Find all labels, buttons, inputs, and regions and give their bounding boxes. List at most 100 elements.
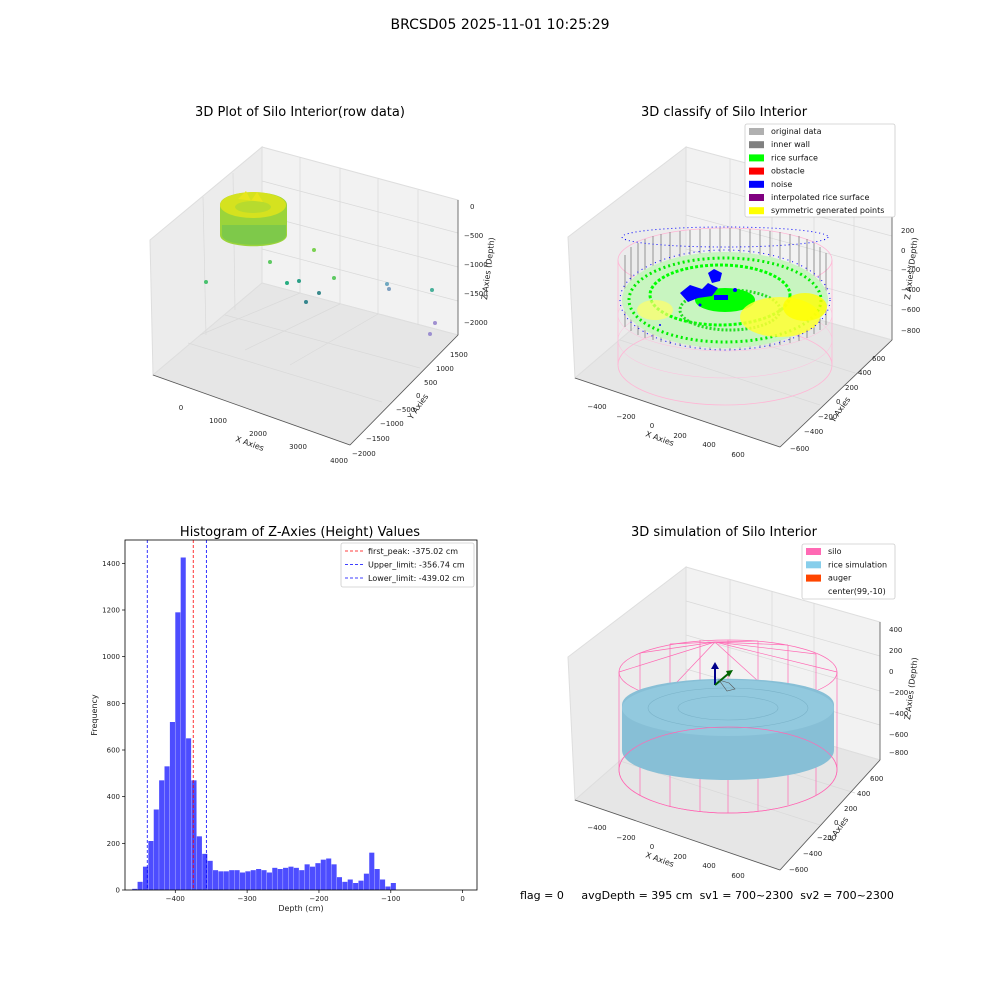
- x-tick-label: 4000: [330, 457, 348, 465]
- y-tick-label: −2000: [352, 450, 376, 458]
- x-tick-label: 600: [731, 872, 744, 880]
- histogram-bar: [202, 853, 208, 890]
- histogram-bar: [207, 860, 213, 890]
- y-tick-label: 800: [107, 700, 120, 708]
- y-tick-label: 0: [834, 819, 838, 827]
- histogram-bar: [304, 864, 310, 890]
- panel-simulation-3d: 3D simulation of Silo Interior −400 −200: [567, 525, 920, 880]
- histogram-bar: [320, 859, 326, 890]
- histogram-bar: [137, 881, 143, 890]
- z-tick-label: 200: [889, 647, 902, 655]
- auger-arrows: [711, 662, 736, 692]
- sv1-text: sv1 = 700~2300: [699, 889, 794, 902]
- legend-swatch: [749, 154, 764, 162]
- y-tick-label: −600: [790, 445, 809, 453]
- grid-lines: [187, 157, 459, 403]
- x-tick-label: 3000: [289, 443, 307, 451]
- legend-swatch: [749, 194, 764, 201]
- histogram-bar: [331, 864, 337, 890]
- histogram-bar: [229, 870, 235, 890]
- histogram-bars: [132, 557, 396, 890]
- histogram-bar: [385, 886, 391, 890]
- y-tick-label: 200: [107, 840, 120, 848]
- y-tick-label: −600: [789, 866, 808, 874]
- histogram-bar: [164, 766, 170, 890]
- y-tick-label: 0: [836, 398, 840, 406]
- z-tick-label: −600: [901, 306, 920, 314]
- legend-label: silo: [828, 547, 842, 556]
- histogram-bar: [293, 867, 299, 890]
- y-tick-label: 1200: [102, 607, 120, 615]
- legend-swatch: [749, 180, 764, 188]
- noise-ring-bottom: [619, 249, 831, 351]
- legend-swatch: [806, 548, 821, 555]
- y-tick-label: 200: [845, 384, 858, 392]
- x-tick-label: 0: [460, 895, 464, 903]
- legend-label: noise: [771, 180, 792, 189]
- silo-bottom-ring: [618, 726, 838, 814]
- x-tick-label: 2000: [249, 430, 267, 438]
- histogram-bar: [175, 612, 181, 890]
- y-axis-line: [779, 339, 893, 448]
- x-axis-label: X Axies: [644, 850, 675, 869]
- y-tick-label: 400: [107, 793, 120, 801]
- plot-frame: [124, 539, 478, 891]
- x-ticks: −400 −300 −200 −100 0: [166, 890, 465, 903]
- histogram-bar: [159, 780, 165, 890]
- z-tick-label: −1500: [464, 290, 488, 298]
- legend-swatch: [806, 574, 821, 582]
- legend-label: Upper_limit: -356.74 cm: [368, 561, 465, 570]
- y-tick-label: 500: [424, 379, 437, 387]
- x-axis-line: [574, 377, 781, 448]
- histogram-bar: [315, 863, 321, 890]
- histogram-bar: [153, 809, 159, 890]
- status-line: flag = 0 avgDepth = 395 cm sv1 = 700~230…: [520, 889, 894, 902]
- z-tick-label: −400: [901, 286, 920, 294]
- z-tick-label: 400: [889, 626, 902, 634]
- y-tick-label: −1000: [380, 420, 404, 428]
- silo-wireframe: [618, 639, 838, 814]
- rice-simulation-surface: [622, 678, 834, 780]
- histogram-bar: [336, 877, 343, 890]
- histogram-bar: [132, 888, 138, 890]
- histogram-bar: [380, 879, 386, 890]
- histogram-bar: [142, 866, 149, 890]
- histogram-bar: [234, 870, 240, 890]
- x-axis-line: [152, 374, 351, 446]
- x-axis-label: Depth (cm): [278, 904, 323, 913]
- y-tick-label: −400: [804, 428, 823, 436]
- z-tick-label: −800: [901, 327, 920, 335]
- y-axis-line: [349, 334, 459, 446]
- histogram-bar: [148, 841, 154, 890]
- y-tick-label: 400: [858, 369, 871, 377]
- x-tick-label: −100: [381, 895, 400, 903]
- x-tick-label: −200: [616, 834, 635, 842]
- histogram-bar: [358, 880, 364, 890]
- x-tick-label: −400: [166, 895, 185, 903]
- histogram-bar: [390, 883, 396, 890]
- y-tick-label: −400: [803, 850, 822, 858]
- chart-title: 3D Plot of Silo Interior(row data): [195, 105, 405, 120]
- histogram-bar: [272, 867, 278, 890]
- z-tick-label: 200: [901, 227, 914, 235]
- legend: silo rice simulation auger center(99,-10): [801, 543, 896, 600]
- z-tick-label: −400: [889, 710, 908, 718]
- legend-label: rice simulation: [828, 560, 887, 569]
- panel-raw-3d: 3D Plot of Silo Interior(row data) 0 100…: [149, 105, 497, 465]
- legend-label: original data: [771, 127, 822, 136]
- legend-swatch: [749, 167, 764, 175]
- reference-lines: [146, 540, 207, 890]
- x-tick-label: −200: [616, 413, 635, 421]
- y-tick-label: −200: [817, 834, 836, 842]
- legend-label: Lower_limit: -439.02 cm: [368, 574, 465, 583]
- histogram-bar: [353, 883, 359, 890]
- chart-title: 3D classify of Silo Interior: [641, 105, 808, 120]
- legend-swatch: [806, 561, 821, 569]
- x-tick-label: 0: [650, 843, 654, 851]
- raw-outlier-points: [204, 248, 437, 336]
- x-tick-label: 0: [650, 422, 654, 430]
- x-tick-label: −400: [587, 824, 606, 832]
- histogram-bar: [347, 879, 353, 890]
- legend-label: symmetric generated points: [771, 206, 884, 215]
- histogram-bar: [374, 869, 380, 890]
